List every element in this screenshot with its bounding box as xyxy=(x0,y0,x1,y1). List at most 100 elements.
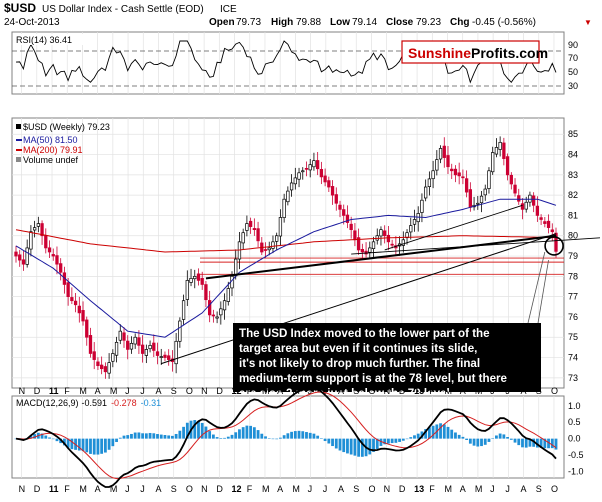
candle-body xyxy=(532,195,536,206)
price-tick-label: 84 xyxy=(568,150,578,160)
x-label-mid: S xyxy=(536,386,542,396)
brand-part3: .com xyxy=(515,45,548,61)
macd-tick-label: -1.0 xyxy=(568,466,584,476)
macd-tick-label: 0.0 xyxy=(568,434,581,444)
x-label-bottom: 13 xyxy=(414,484,424,494)
macd-hist-bar xyxy=(193,420,197,439)
macd-hist-bar xyxy=(264,436,267,439)
x-label-mid: M xyxy=(262,386,270,396)
candle-body xyxy=(18,254,22,261)
x-label-bottom: J xyxy=(125,484,130,494)
x-label-bottom: A xyxy=(460,484,466,494)
exchange: ICE xyxy=(220,4,237,15)
macd-hist-bar xyxy=(249,425,253,439)
x-label-mid: A xyxy=(460,386,466,396)
x-label-bottom: 11 xyxy=(49,484,59,494)
open-value: 79.73 xyxy=(236,17,261,28)
candle-body xyxy=(517,195,521,202)
rsi-label-bg xyxy=(14,34,94,45)
candle-body xyxy=(301,170,305,173)
macd-hist-bar xyxy=(413,435,416,439)
x-label-mid: M xyxy=(292,386,300,396)
macd-hist-bar xyxy=(29,435,33,439)
candle-body xyxy=(435,159,439,171)
x-label-mid: A xyxy=(277,386,283,396)
candle-body xyxy=(457,172,461,177)
brand-part1: Sunshine xyxy=(408,45,471,61)
macd-label: MACD(12,26,9) -0.591 -0.278 -0.31 xyxy=(16,398,161,408)
x-label-mid: N xyxy=(19,386,26,396)
macd-hist-bar xyxy=(115,438,118,443)
x-label-mid: S xyxy=(353,386,359,396)
x-label-mid: D xyxy=(216,386,223,396)
price-tick-label: 83 xyxy=(568,170,578,180)
candle-body xyxy=(55,255,59,265)
macd-hist-bar xyxy=(305,432,308,439)
rsi-tick-50: 50 xyxy=(568,67,578,77)
candle-body xyxy=(152,342,156,351)
macd-hist-bar xyxy=(286,433,290,439)
candle-body xyxy=(543,221,547,224)
macd-hist-bar xyxy=(349,438,353,455)
macd-hist-bar xyxy=(238,429,241,439)
macd-hist-bar xyxy=(297,430,301,439)
candle-body xyxy=(96,361,100,367)
macd-hist-bar xyxy=(353,438,357,456)
close-label: Close xyxy=(386,17,414,28)
macd-hist-bar xyxy=(398,438,401,442)
candle-body xyxy=(323,175,327,183)
candle-body xyxy=(476,202,480,205)
candle-body xyxy=(211,314,216,317)
macd-hist-bar xyxy=(33,434,37,439)
candle-body xyxy=(368,247,372,253)
candle-body xyxy=(494,147,499,155)
macd-line xyxy=(15,386,557,488)
macd-hist-bar xyxy=(401,438,405,441)
macd-hist-bar xyxy=(260,433,264,439)
x-label-mid: D xyxy=(399,386,406,396)
annotation-bg xyxy=(233,323,541,392)
candle-body xyxy=(189,278,193,283)
macd-hist-bar xyxy=(547,438,550,449)
macd-hist-bar xyxy=(200,422,204,439)
candle-body xyxy=(122,332,126,341)
candle-body xyxy=(185,280,189,300)
x-label-mid: S xyxy=(171,386,177,396)
macd-hist-bar xyxy=(208,431,212,439)
candle-body xyxy=(316,160,320,170)
x-label-mid: N xyxy=(384,386,391,396)
x-label-bottom: S xyxy=(536,484,542,494)
x-label-mid: D xyxy=(34,386,41,396)
macd-hist-bar xyxy=(334,438,338,449)
macd-hist-bar xyxy=(342,438,346,453)
rsi-panel: RSI(14) 36.41 90 70 50 30 SunshineProfit… xyxy=(11,31,578,95)
candle-body xyxy=(81,310,85,322)
x-label-bottom: A xyxy=(95,484,101,494)
x-axis-labels-mid: N D 11 F M A M J J A S O N D 12 F M A M J J A S O N D 13 F M A M J J A S O xyxy=(19,386,558,396)
candle-body xyxy=(204,284,208,301)
macd-hist-bar xyxy=(163,435,167,439)
candle-body xyxy=(73,300,78,306)
candle-body xyxy=(44,235,48,249)
candle-body xyxy=(278,217,283,237)
candle-body xyxy=(215,316,219,319)
macd-hist-bar xyxy=(77,438,81,451)
candle-body xyxy=(252,228,256,231)
x-label-bottom: J xyxy=(140,484,145,494)
x-label-mid: J xyxy=(308,386,313,396)
candle-body xyxy=(148,345,152,350)
candle-body xyxy=(442,145,446,158)
x-label-mid: J xyxy=(490,386,495,396)
x-label-bottom: A xyxy=(338,484,344,494)
macd-hist-bar xyxy=(230,434,234,439)
macd-hist-bar xyxy=(383,438,387,445)
candle-body xyxy=(196,273,201,281)
x-label-mid: M xyxy=(445,386,453,396)
candle-body xyxy=(234,258,238,277)
annotation-box: The USD Index moved to the lower part of… xyxy=(233,323,541,400)
macd-hist-bar xyxy=(267,438,271,439)
macd-hist-bar xyxy=(171,435,174,439)
x-label-bottom: N xyxy=(19,484,26,494)
x-label-mid: M xyxy=(475,386,483,396)
